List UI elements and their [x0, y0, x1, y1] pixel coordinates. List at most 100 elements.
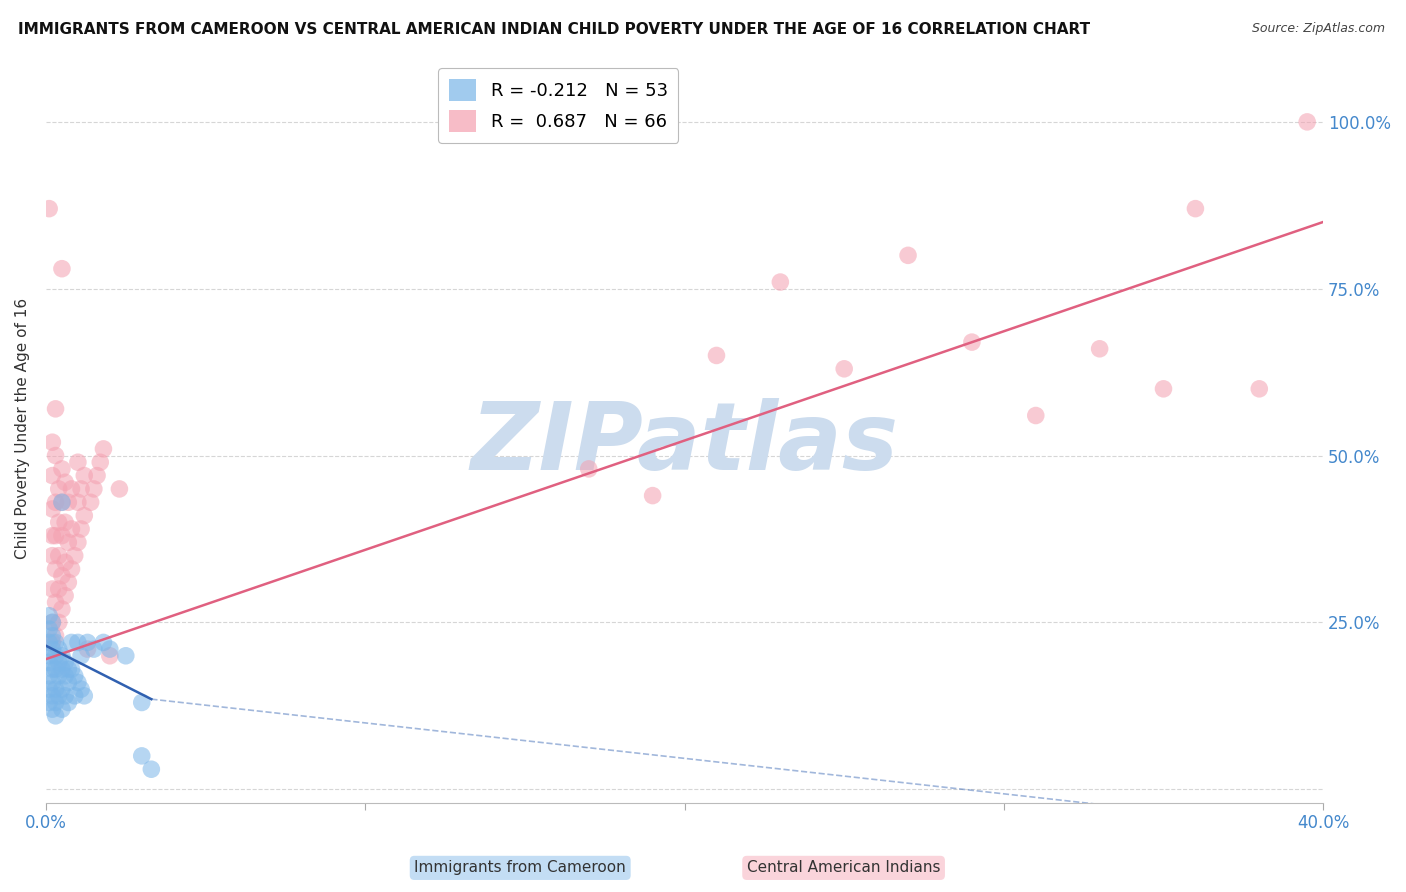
Point	[66, 495, 89, 509]
Point	[66, 535, 89, 549]
Point	[53, 656, 76, 670]
Point	[38, 635, 60, 649]
Point	[38, 669, 60, 683]
Point	[66, 635, 89, 649]
Point	[1153, 382, 1175, 396]
Point	[41, 615, 63, 630]
Point	[41, 675, 63, 690]
Point	[45, 662, 67, 676]
Point	[76, 635, 98, 649]
Point	[45, 595, 67, 609]
Point	[53, 589, 76, 603]
Point	[960, 335, 983, 350]
Point	[58, 675, 80, 690]
Point	[51, 462, 73, 476]
Point	[706, 348, 728, 362]
Point	[63, 549, 86, 563]
Point	[48, 549, 70, 563]
Point	[38, 202, 60, 216]
Point	[60, 562, 83, 576]
Point	[45, 495, 67, 509]
Point	[58, 575, 80, 590]
Text: ZIPatlas: ZIPatlas	[471, 398, 898, 490]
Point	[41, 635, 63, 649]
Point	[83, 642, 105, 657]
Point	[63, 669, 86, 683]
Legend: R = -0.212   N = 53, R =  0.687   N = 66: R = -0.212 N = 53, R = 0.687 N = 66	[439, 68, 679, 143]
Point	[51, 662, 73, 676]
Point	[41, 529, 63, 543]
Point	[70, 482, 93, 496]
Point	[1025, 409, 1047, 423]
Text: IMMIGRANTS FROM CAMEROON VS CENTRAL AMERICAN INDIAN CHILD POVERTY UNDER THE AGE : IMMIGRANTS FROM CAMEROON VS CENTRAL AMER…	[18, 22, 1091, 37]
Point	[48, 582, 70, 596]
Point	[38, 682, 60, 697]
Point	[76, 642, 98, 657]
Point	[114, 648, 136, 663]
Point	[41, 689, 63, 703]
Point	[48, 669, 70, 683]
Point	[51, 702, 73, 716]
Point	[48, 615, 70, 630]
Point	[98, 648, 121, 663]
Point	[131, 696, 153, 710]
Point	[48, 516, 70, 530]
Point	[51, 682, 73, 697]
Point	[45, 529, 67, 543]
Point	[45, 709, 67, 723]
Point	[38, 608, 60, 623]
Point	[41, 582, 63, 596]
Point	[41, 435, 63, 450]
Point	[897, 248, 920, 262]
Point	[131, 748, 153, 763]
Point	[578, 462, 600, 476]
Point	[41, 468, 63, 483]
Point	[93, 442, 115, 456]
Point	[41, 642, 63, 657]
Point	[53, 669, 76, 683]
Text: Source: ZipAtlas.com: Source: ZipAtlas.com	[1251, 22, 1385, 36]
Point	[41, 549, 63, 563]
Point	[51, 648, 73, 663]
Text: Central American Indians: Central American Indians	[747, 861, 941, 875]
Point	[58, 495, 80, 509]
Point	[45, 449, 67, 463]
Point	[51, 495, 73, 509]
Point	[832, 361, 855, 376]
Point	[93, 635, 115, 649]
Point	[60, 522, 83, 536]
Point	[769, 275, 792, 289]
Point	[98, 642, 121, 657]
Point	[45, 629, 67, 643]
Point	[51, 529, 73, 543]
Point	[45, 401, 67, 416]
Point	[51, 602, 73, 616]
Point	[38, 648, 60, 663]
Point	[41, 662, 63, 676]
Point	[58, 662, 80, 676]
Point	[41, 615, 63, 630]
Point	[108, 482, 131, 496]
Point	[45, 696, 67, 710]
Point	[60, 635, 83, 649]
Point	[1184, 202, 1206, 216]
Point	[89, 455, 111, 469]
Y-axis label: Child Poverty Under the Age of 16: Child Poverty Under the Age of 16	[15, 298, 30, 559]
Point	[45, 562, 67, 576]
Point	[73, 689, 96, 703]
Point	[1088, 342, 1111, 356]
Point	[66, 455, 89, 469]
Point	[51, 568, 73, 582]
Point	[53, 555, 76, 569]
Point	[48, 689, 70, 703]
Point	[41, 502, 63, 516]
Point	[1296, 115, 1319, 129]
Point	[1249, 382, 1271, 396]
Point	[70, 522, 93, 536]
Point	[641, 489, 664, 503]
Point	[58, 535, 80, 549]
Point	[51, 261, 73, 276]
Point	[45, 648, 67, 663]
Point	[58, 696, 80, 710]
Point	[86, 468, 108, 483]
